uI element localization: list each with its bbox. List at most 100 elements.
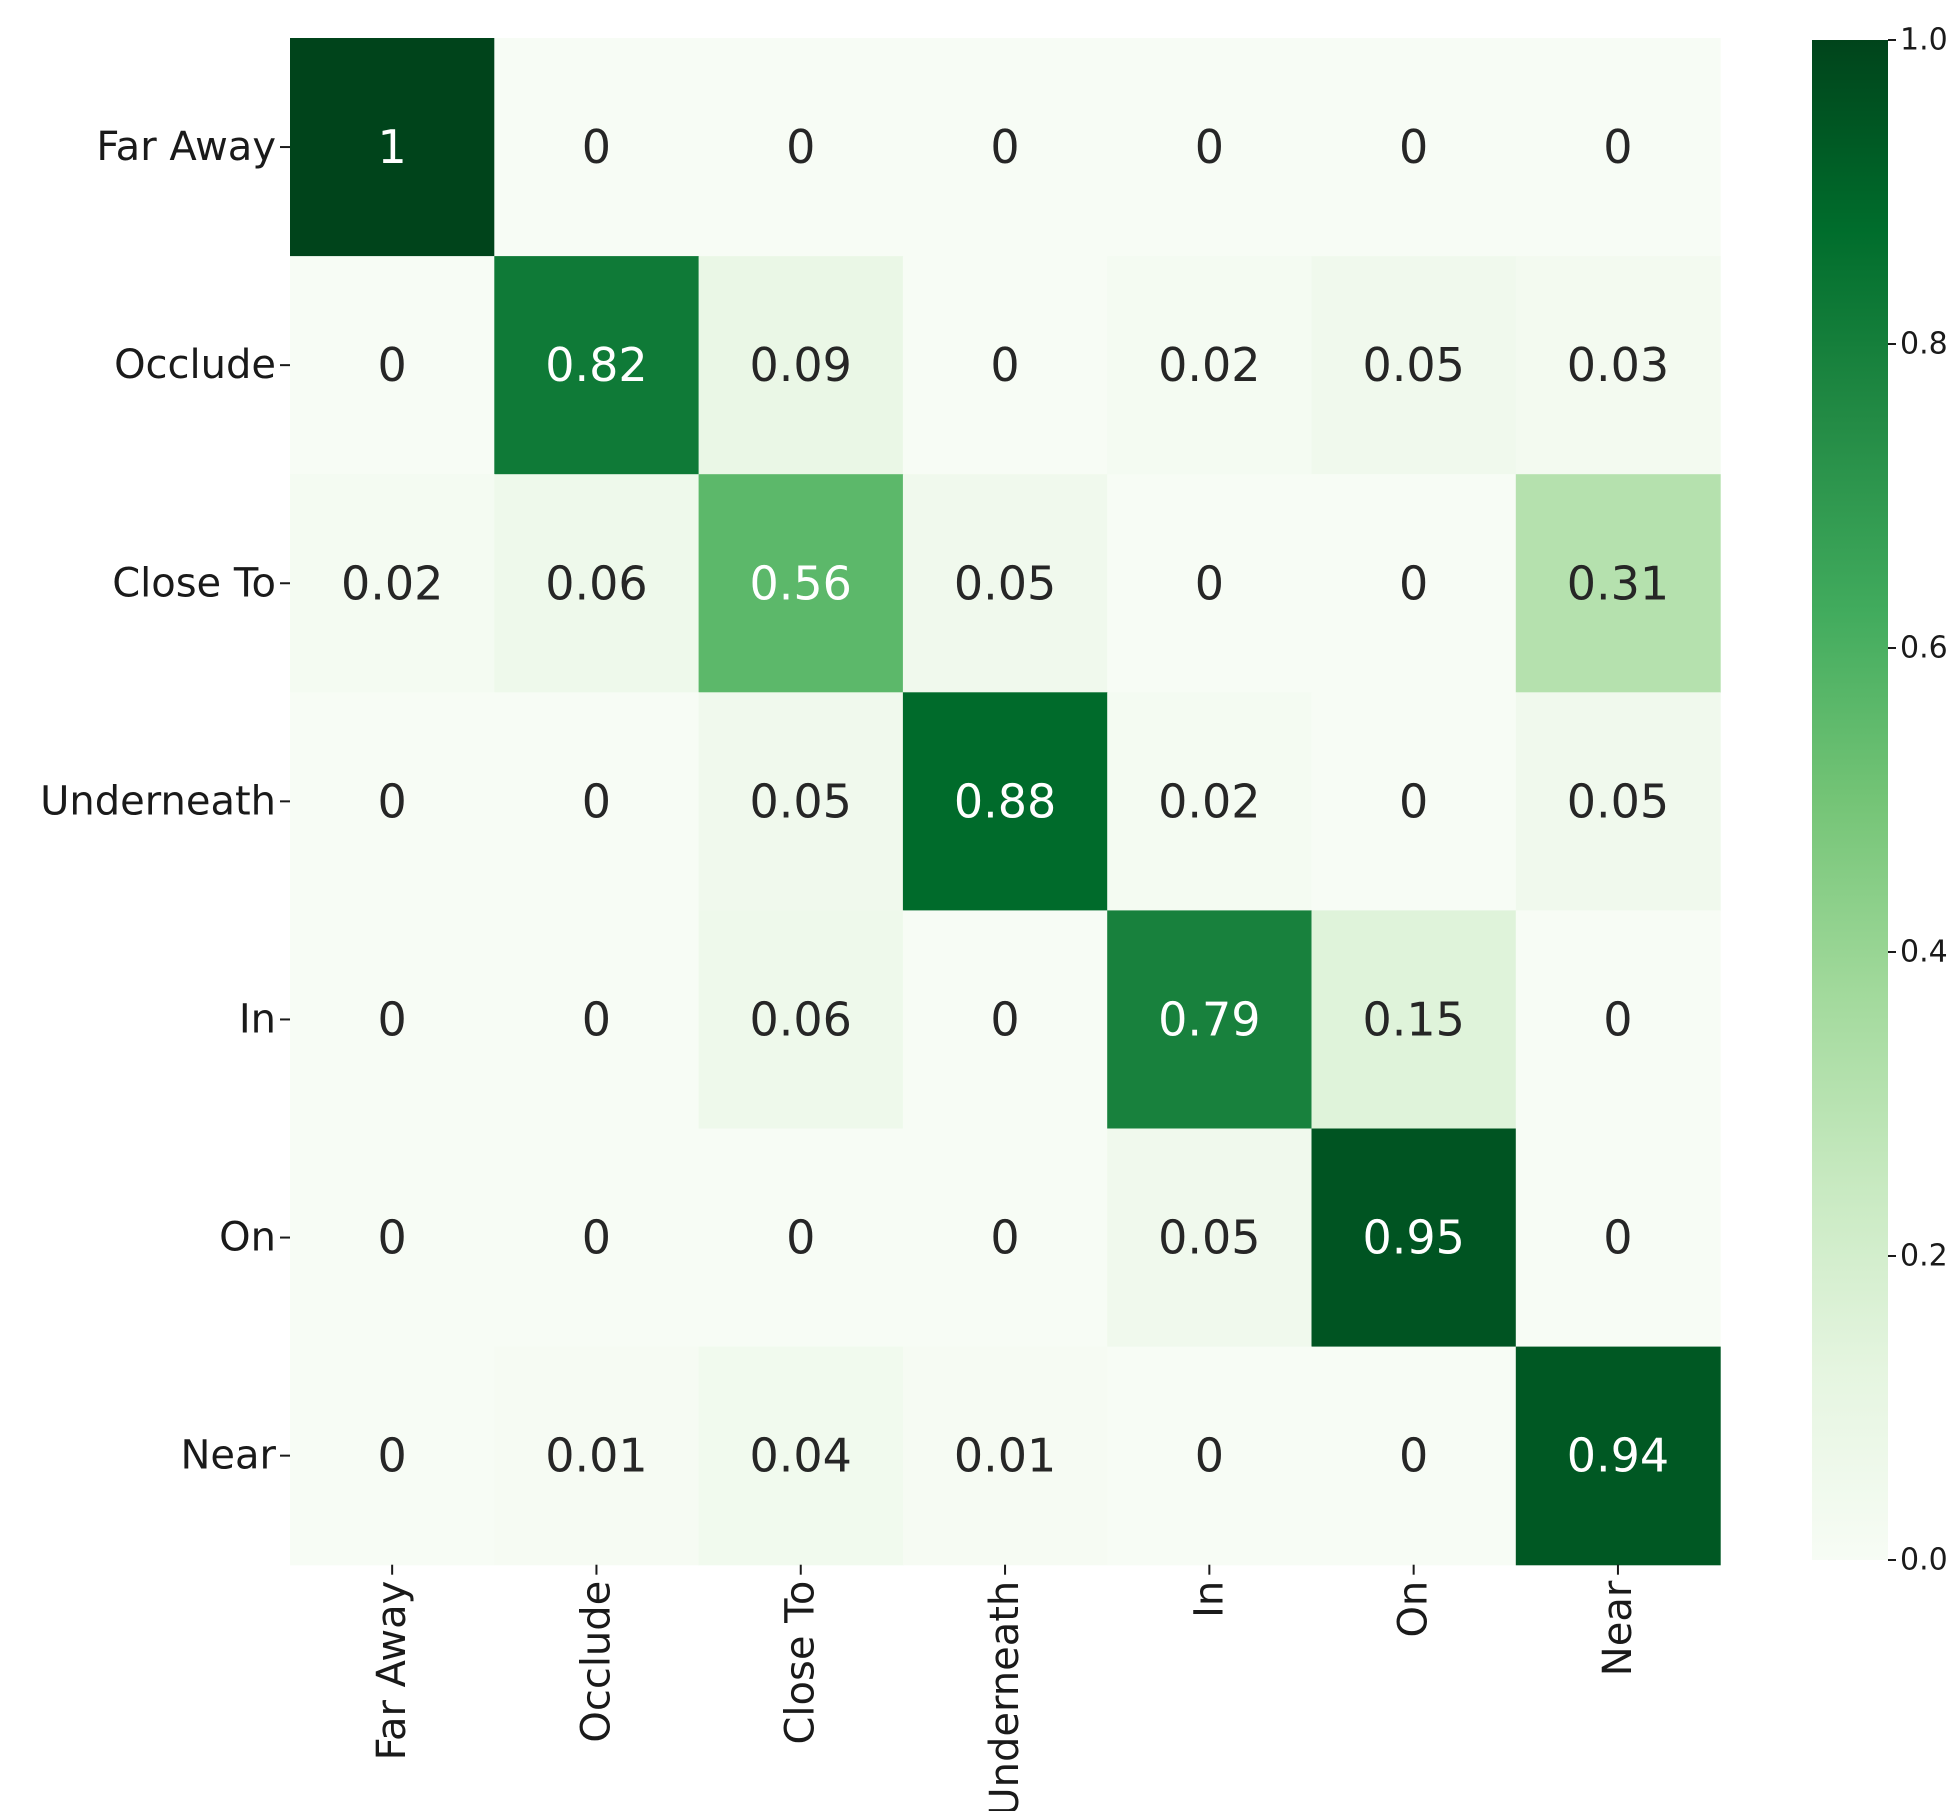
cell-value-label: 0.05 [954,556,1056,610]
heatmap-cell [698,38,904,257]
heatmap-cell [1311,910,1517,1130]
heatmap-cell [1311,38,1517,257]
cell-value-label: 0 [582,992,611,1046]
cell-value-label: 0 [990,992,1019,1046]
cell-value-label: 0.02 [1158,338,1260,392]
cell-value-label: 0 [990,120,1019,174]
cell-value-label: 0 [582,774,611,828]
colorbar-tick-label: 0.4 [1900,935,1948,970]
cell-value-label: 0.56 [750,556,852,610]
colorbar-tick-label: 0.0 [1900,1543,1948,1578]
cell-value-label: 0.04 [750,1429,852,1483]
x-tick-label: Close To [778,1581,824,1745]
cell-value-label: 0 [1399,774,1428,828]
heatmap-cell [494,256,700,475]
heatmap-cell [494,1346,700,1566]
colorbar-tick-label: 0.6 [1900,631,1948,666]
heatmap-cell [1515,474,1721,693]
cell-value-label: 0 [582,120,611,174]
heatmap-cell [1515,910,1721,1130]
cell-value-label: 0.02 [1158,774,1260,828]
cell-value-label: 0 [1603,1211,1632,1265]
cell-value-label: 0 [1603,120,1632,174]
heatmap-cell [902,1128,1108,1348]
heatmap-cell [290,910,495,1130]
cell-value-label: 0 [582,1211,611,1265]
heatmap-cell [698,256,904,475]
cell-value-label: 0 [378,992,407,1046]
heatmap-cell [1515,38,1721,257]
heatmap-cell [1515,692,1721,911]
heatmap-cell [290,474,495,693]
heatmap-cell [494,1128,700,1348]
colorbar-tick-label: 1.0 [1900,23,1948,58]
heatmap-cell [1515,1128,1721,1348]
y-tick-label: Underneath [40,778,276,824]
colorbar-tick-label: 0.2 [1900,1239,1948,1274]
heatmap-cell [902,256,1108,475]
cell-value-label: 0.95 [1362,1211,1464,1265]
heatmap-cell [698,1346,904,1566]
cell-value-label: 0.05 [1158,1211,1260,1265]
x-tick-label: On [1391,1581,1437,1638]
x-tick-label: Far Away [369,1581,415,1761]
x-tick-label: Occlude [573,1581,619,1743]
y-tick-label: Occlude [114,342,276,388]
y-tick-label: On [219,1215,276,1261]
heatmap-cell [290,256,495,475]
heatmap-cell [698,910,904,1130]
heatmap-cell [1311,1346,1517,1566]
y-tick-label: Far Away [96,124,276,170]
heatmap-cell [494,692,700,911]
cell-value-label: 0 [990,338,1019,392]
cell-value-label: 0 [786,120,815,174]
heatmap-cell [698,474,904,693]
x-tick-label: Near [1595,1580,1641,1676]
cell-value-label: 0 [378,1211,407,1265]
x-tick-label: Underneath [982,1581,1028,1811]
cell-value-label: 0.94 [1567,1429,1669,1483]
y-tick-label: Close To [112,560,276,606]
cell-value-label: 0.01 [954,1429,1056,1483]
cell-value-label: 0.09 [750,338,852,392]
heatmap-cell [1107,1128,1313,1348]
heatmap-cell [902,474,1108,693]
colorbar: 0.0 0.2 0.4 0.6 0.8 1.0 [1812,23,1948,1578]
heatmap-cell [1311,1128,1517,1348]
cell-value-label: 0.05 [1567,774,1669,828]
heatmap-cell [290,692,495,911]
cell-value-label: 0 [378,1429,407,1483]
cell-value-label: 0.02 [341,556,443,610]
cell-value-label: 0 [990,1211,1019,1265]
colorbar-tick-label: 0.8 [1900,327,1948,362]
heatmap-cell [494,910,700,1130]
heatmap-cell [1107,910,1313,1130]
heatmap-cell [494,474,700,693]
cell-value-label: 0.31 [1567,556,1669,610]
heatmap-cell [1107,1346,1313,1566]
x-axis: Far Away Occlude Close To Underneath In On Nea… [369,1564,1641,1811]
heatmap-cell [1107,38,1313,257]
heatmap-cell [698,1128,904,1348]
cell-value-label: 0 [1399,1429,1428,1483]
cell-value-label: 0.03 [1567,338,1669,392]
heatmap-cell [1107,692,1313,911]
heatmap-cell [1515,256,1721,475]
cell-value-label: 0 [1399,120,1428,174]
heatmap-cell [290,38,495,257]
heatmap-cell [1515,1346,1721,1566]
heatmap-cell [902,1346,1108,1566]
cell-value-label: 0 [378,338,407,392]
cell-value-label: 0.06 [545,556,647,610]
heatmap-cell [1311,474,1517,693]
heatmap-cell-labels: 1 0 0 0 0 0 0 0 0.82 0.09 0 0.02 0.05 0.03 0.02 0.06 0.5… [341,120,1669,1483]
heatmap-cell [1311,256,1517,475]
heatmap-cell [290,1128,495,1348]
heatmap-cell [494,38,700,257]
cell-value-label: 0.82 [545,338,647,392]
cell-value-label: 0 [786,1211,815,1265]
y-tick-label: Near [181,1433,277,1479]
colorbar-gradient [1812,40,1888,1560]
heatmap-cell [1311,692,1517,911]
